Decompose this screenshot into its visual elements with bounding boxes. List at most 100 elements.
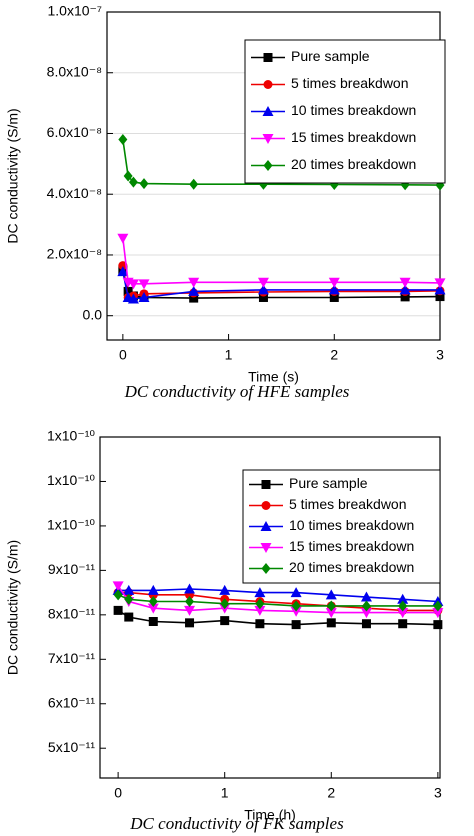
marker (263, 80, 273, 89)
marker (254, 587, 266, 598)
caption: DC conductivity of FK samples (129, 814, 344, 833)
marker (124, 612, 134, 622)
legend-label: 15 times breakdown (291, 129, 416, 145)
x-axis-label: Time (h) (244, 807, 296, 823)
y-tick-label: 7x10⁻¹¹ (48, 650, 95, 666)
x-tick-label: 0 (114, 785, 122, 801)
marker (220, 616, 230, 626)
series-line (122, 271, 440, 300)
y-tick-label: 1x10⁻¹⁰ (47, 428, 95, 444)
marker (185, 595, 195, 607)
y-tick-label: 6.0x10⁻⁸ (47, 124, 102, 140)
x-tick-label: 2 (330, 347, 338, 363)
marker (360, 608, 372, 619)
marker (398, 600, 408, 612)
marker (128, 176, 138, 188)
marker (127, 279, 139, 290)
y-axis-label: DC conductivity (S/m) (5, 108, 21, 243)
y-tick-label: 4.0x10⁻⁸ (47, 185, 102, 201)
marker (118, 134, 128, 146)
marker (261, 501, 271, 510)
marker (188, 285, 200, 296)
marker (325, 589, 337, 600)
y-tick-label: 1.0x10⁻⁷ (48, 3, 103, 19)
marker (328, 277, 340, 288)
legend-label: 10 times breakdown (291, 102, 416, 118)
marker (123, 170, 133, 182)
legend-label: 5 times breakdwon (289, 496, 407, 512)
marker (261, 563, 271, 574)
marker (326, 618, 336, 628)
marker (123, 584, 135, 595)
marker (138, 279, 150, 290)
marker (147, 603, 159, 614)
marker (184, 583, 196, 594)
marker (361, 600, 371, 612)
series-line (117, 594, 438, 607)
legend-label: 20 times breakdown (291, 156, 416, 172)
x-tick-label: 1 (221, 785, 229, 801)
marker (397, 608, 409, 619)
marker (189, 178, 199, 190)
marker (127, 293, 139, 304)
marker (260, 521, 272, 531)
marker (185, 618, 195, 628)
x-tick-label: 3 (434, 785, 442, 801)
marker (220, 598, 230, 610)
marker (184, 605, 196, 616)
y-axis-label: DC conductivity (S/m) (5, 540, 21, 675)
marker (432, 608, 444, 619)
legend-label: 15 times breakdown (289, 538, 414, 554)
marker (257, 284, 269, 295)
marker (326, 600, 336, 612)
marker (117, 233, 129, 244)
marker (261, 480, 271, 489)
marker (113, 605, 123, 615)
marker (263, 53, 273, 62)
marker (124, 593, 134, 605)
marker (255, 598, 265, 610)
marker (188, 277, 200, 288)
x-tick-label: 0 (119, 347, 127, 363)
marker (325, 608, 337, 619)
marker (361, 619, 371, 629)
legend-label: 5 times breakdwon (291, 75, 409, 91)
caption: DC conductivity of HFE samples (124, 382, 350, 401)
x-tick-label: 3 (436, 347, 444, 363)
marker (138, 291, 150, 302)
marker (260, 543, 272, 553)
marker (113, 589, 123, 601)
marker (139, 178, 149, 190)
marker (398, 619, 408, 629)
y-tick-label: 9x10⁻¹¹ (48, 561, 95, 577)
marker (254, 605, 266, 616)
y-tick-label: 8.0x10⁻⁸ (47, 63, 102, 79)
marker (117, 266, 129, 277)
legend-label: 10 times breakdown (289, 517, 414, 533)
marker (360, 591, 372, 602)
legend-label: Pure sample (289, 475, 368, 491)
marker (399, 284, 411, 295)
marker (255, 619, 265, 629)
marker (434, 278, 446, 289)
marker (291, 620, 301, 630)
marker (148, 595, 158, 607)
y-tick-label: 1x10⁻¹⁰ (47, 472, 95, 488)
y-tick-label: 0.0 (83, 306, 103, 322)
legend-label: 20 times breakdown (289, 559, 414, 575)
marker (290, 587, 302, 598)
y-tick-label: 1x10⁻¹⁰ (47, 517, 95, 533)
marker (257, 277, 269, 288)
series-line (122, 238, 441, 285)
x-tick-label: 2 (327, 785, 335, 801)
x-axis-label: Time (s) (248, 369, 299, 385)
marker (290, 606, 302, 617)
marker (328, 284, 340, 295)
marker (219, 584, 231, 595)
marker (397, 593, 409, 604)
marker (147, 584, 159, 595)
y-tick-label: 2.0x10⁻⁸ (47, 246, 102, 262)
marker (262, 106, 274, 116)
y-tick-label: 8x10⁻¹¹ (48, 606, 95, 622)
